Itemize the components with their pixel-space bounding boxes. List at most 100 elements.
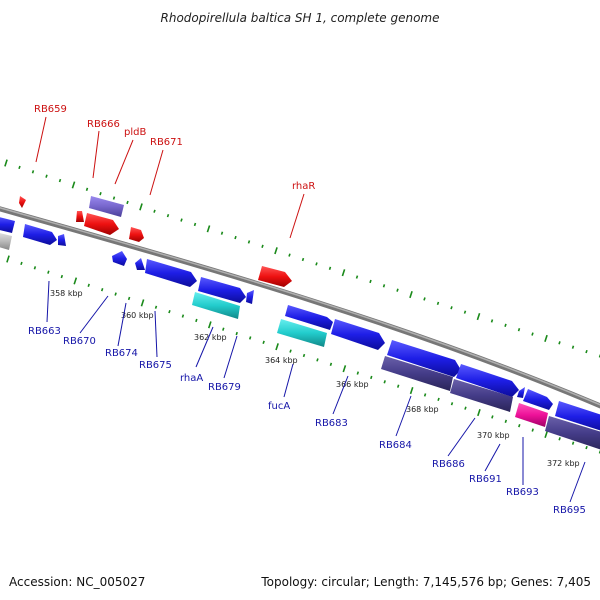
inner-track-tick <box>585 445 588 450</box>
scale-label: 366 kbp <box>336 380 369 389</box>
outer-track-tick <box>234 235 237 240</box>
inner-tick-track <box>6 255 600 454</box>
inner-track-tick <box>342 365 347 373</box>
gene-label-RB670[interactable]: RB670 <box>63 336 96 347</box>
outer-track-tick <box>558 341 561 345</box>
gene-RB666-block[interactable] <box>76 211 84 222</box>
inner-track-tick <box>100 288 104 292</box>
gene-label-RB666[interactable]: RB666 <box>87 119 120 130</box>
gene-label-RB695[interactable]: RB695 <box>553 505 586 516</box>
inner-track-tick <box>571 441 575 445</box>
outer-track-tick <box>531 332 534 336</box>
outer-track-tick <box>71 181 76 189</box>
inner-track-tick <box>450 402 454 406</box>
gene-pldB[interactable] <box>84 213 119 235</box>
gene-RB684-b[interactable] <box>381 356 453 391</box>
outer-track-tick <box>18 165 21 170</box>
gene-label-RB691[interactable]: RB691 <box>469 474 502 485</box>
gene-RB691[interactable] <box>523 389 553 410</box>
inner-track-tick <box>437 397 440 402</box>
gene-fucA[interactable] <box>277 319 327 347</box>
label-leader-line <box>195 326 214 368</box>
gene-label-fucA[interactable]: fucA <box>268 401 290 412</box>
gene-RB671[interactable] <box>129 227 144 242</box>
label-leader-line <box>149 149 164 196</box>
gene-RB683[interactable] <box>331 319 385 350</box>
inner-track-tick <box>531 428 534 432</box>
inner-track-tick <box>248 336 252 340</box>
outer-track-tick <box>4 159 8 167</box>
inner-track-tick <box>329 362 333 366</box>
gene-label-RB671[interactable]: RB671 <box>150 137 183 148</box>
inner-track-tick <box>477 408 481 417</box>
gene-blue-left[interactable] <box>0 216 15 233</box>
scale-label: 370 kbp <box>477 431 510 440</box>
outer-track-tick <box>517 328 521 332</box>
gene-label-pldB[interactable]: pldB <box>124 127 146 138</box>
gene-RB679-a[interactable] <box>198 277 246 303</box>
outer-track-tick <box>490 319 494 323</box>
gene-label-rhaA[interactable]: rhaA <box>180 373 203 384</box>
outer-track-tick <box>301 257 305 262</box>
gene-rhaA[interactable] <box>192 292 240 319</box>
gene-RB695-b[interactable] <box>545 416 600 451</box>
gene-RB675[interactable] <box>145 259 197 287</box>
gene-label-RB683[interactable]: RB683 <box>315 418 348 429</box>
inner-track-tick <box>6 255 10 263</box>
gene-label-RB684[interactable]: RB684 <box>379 440 412 451</box>
gene-label-RB679[interactable]: RB679 <box>208 382 241 393</box>
inner-track-tick <box>114 292 117 296</box>
outer-track-tick <box>315 262 318 266</box>
outer-track-tick <box>247 240 251 244</box>
gene-RB663[interactable] <box>23 224 57 245</box>
outer-track-tick <box>341 269 346 277</box>
inner-track-tick <box>87 283 90 287</box>
inner-track-tick <box>235 331 238 336</box>
label-leader-line <box>395 395 412 437</box>
outer-track-tick <box>355 275 359 279</box>
gene-RB686[interactable] <box>456 364 519 397</box>
gene-RB684[interactable] <box>387 340 461 377</box>
gene-fucA-a[interactable] <box>285 305 333 330</box>
inner-track-tick <box>154 305 158 309</box>
gene-misc-feature[interactable] <box>89 196 124 217</box>
inner-track-tick <box>181 314 185 318</box>
inner-track-tick <box>195 318 198 323</box>
inner-track-tick <box>60 274 64 279</box>
gene-RB693[interactable] <box>515 403 548 427</box>
gene-label-RB675[interactable]: RB675 <box>139 360 172 371</box>
gene-rhaR[interactable] <box>258 266 292 287</box>
outer-track-tick <box>396 288 399 292</box>
reverse-strand-features <box>19 196 292 287</box>
scale-label: 360 kbp <box>121 311 154 320</box>
gene-RB679-b[interactable] <box>246 290 254 304</box>
label-leader-line <box>289 193 305 239</box>
gene-label-RB674[interactable]: RB674 <box>105 348 138 359</box>
outer-track-tick <box>206 225 211 233</box>
gene-label-rhaR[interactable]: rhaR <box>292 181 315 192</box>
gene-RB674[interactable] <box>135 258 145 270</box>
gene-RB659[interactable] <box>19 196 26 208</box>
gene-label-RB663[interactable]: RB663 <box>28 326 61 337</box>
outer-track-tick <box>193 222 197 227</box>
gene-RB663-b[interactable] <box>58 234 66 246</box>
scale-label: 358 kbp <box>50 289 83 298</box>
inner-track-tick <box>262 340 265 345</box>
inner-track-tick <box>33 266 37 270</box>
gene-RB686-b[interactable] <box>450 379 513 412</box>
inner-track-tick <box>491 415 494 419</box>
gene-label-RB686[interactable]: RB686 <box>432 459 465 470</box>
label-leader-line <box>447 417 476 457</box>
gene-RB670[interactable] <box>112 251 127 266</box>
gene-RB695[interactable] <box>555 401 600 432</box>
gene-grey-left[interactable] <box>0 232 12 250</box>
outer-track-tick <box>328 266 332 270</box>
gene-label-RB659[interactable]: RB659 <box>34 104 67 115</box>
gene-label-RB693[interactable]: RB693 <box>506 487 539 498</box>
label-leader-line <box>117 302 127 347</box>
outer-track-tick <box>220 231 224 235</box>
outer-track-tick <box>126 200 129 205</box>
outer-track-tick <box>436 301 440 306</box>
gene-RB691-a[interactable] <box>517 387 525 398</box>
label-leader-line <box>332 375 349 415</box>
